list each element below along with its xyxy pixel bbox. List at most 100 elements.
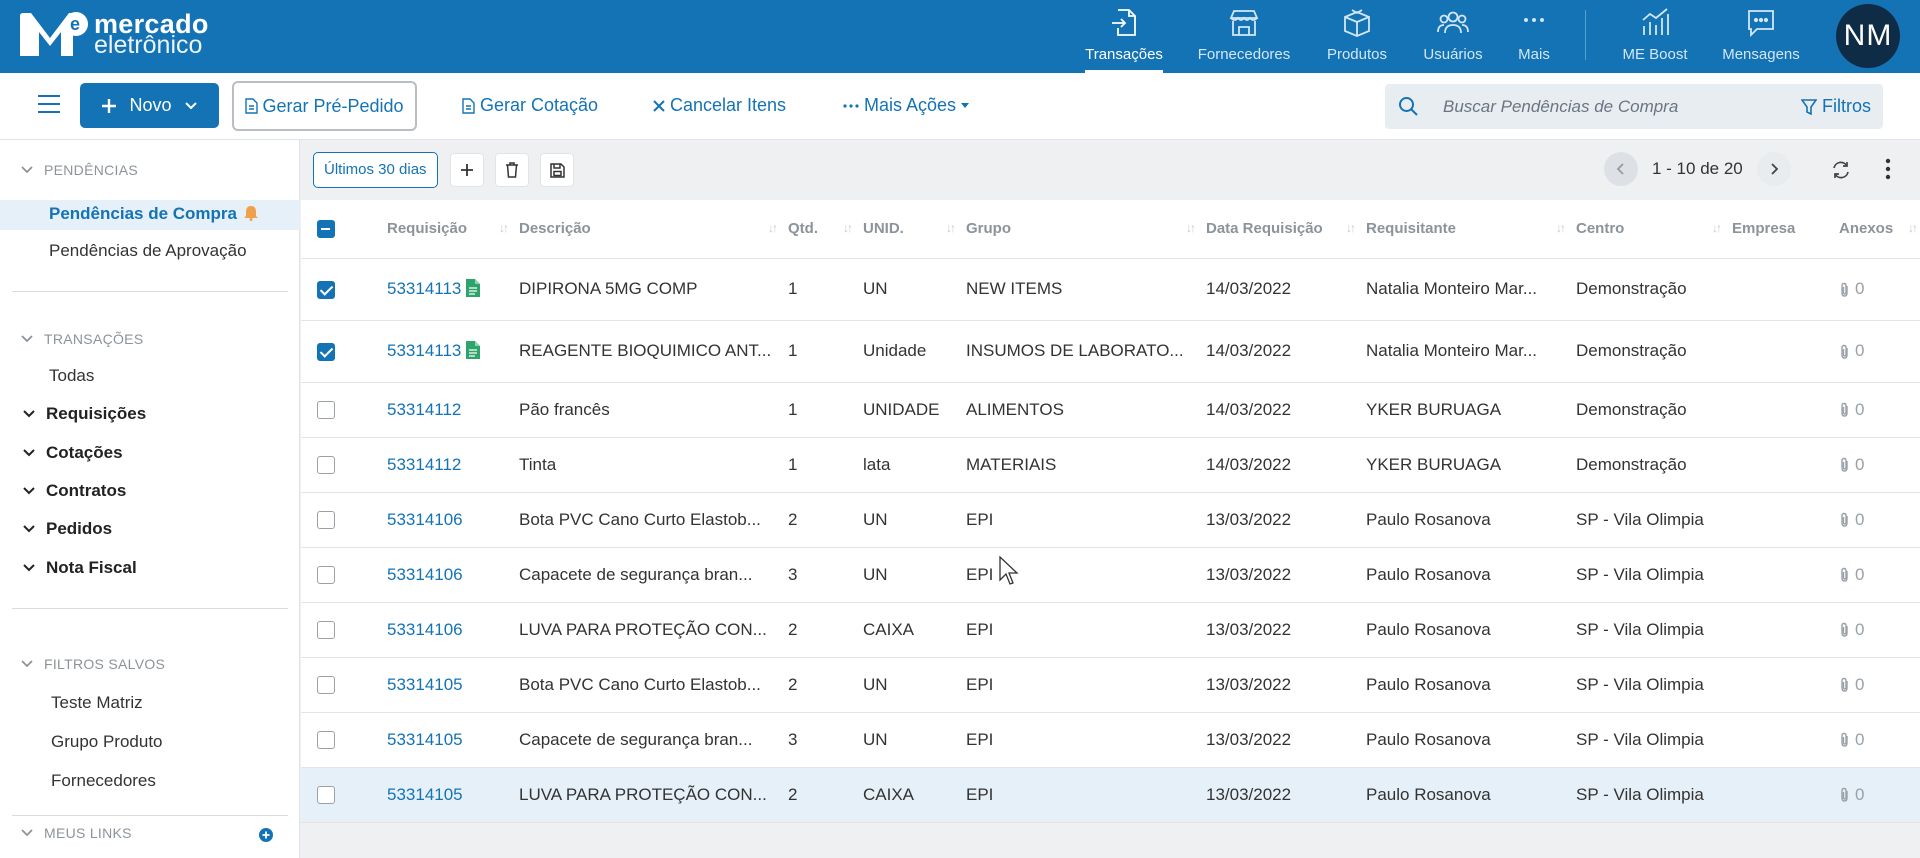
- document-green-icon[interactable]: [465, 340, 481, 360]
- nav-mensagens[interactable]: Mensagens: [1722, 0, 1800, 73]
- gerar-pre-pedido-button[interactable]: Gerar Pré-Pedido: [232, 81, 417, 131]
- anexos-cell[interactable]: 0: [1839, 492, 1920, 547]
- kebab-menu-icon[interactable]: [1885, 158, 1891, 180]
- sort-icon[interactable]: ↓↑: [499, 221, 509, 235]
- search-input[interactable]: [1443, 84, 1773, 129]
- table-row[interactable]: 53314106 Capacete de segurança bran... 3 UN…: [301, 547, 1920, 602]
- anexos-cell[interactable]: 0: [1839, 602, 1920, 657]
- anexos-cell[interactable]: 0: [1839, 767, 1920, 822]
- gerar-cotacao-button[interactable]: Gerar Cotação: [462, 95, 598, 116]
- row-checkbox[interactable]: [317, 401, 335, 420]
- requisicao-link[interactable]: 53314106: [387, 509, 463, 529]
- next-page-button[interactable]: [1756, 152, 1791, 186]
- add-row-button[interactable]: [450, 153, 484, 187]
- sort-icon[interactable]: ↓↑: [768, 221, 778, 235]
- anexos-cell[interactable]: 0: [1839, 258, 1920, 320]
- nav-mais[interactable]: Mais: [1515, 0, 1553, 73]
- table-row[interactable]: 53314112 Pão francês 1 UNIDADE ALIMENTOS 14/0…: [301, 382, 1920, 437]
- anexos-cell[interactable]: 0: [1839, 712, 1920, 767]
- requisicao-cell[interactable]: 53314105: [387, 767, 519, 822]
- requisicao-link[interactable]: 53314105: [387, 784, 463, 804]
- table-row[interactable]: 53314106 LUVA PARA PROTEÇÃO CON... 2 CAIXA E…: [301, 602, 1920, 657]
- nav-produtos[interactable]: Produtos: [1325, 0, 1389, 73]
- requisicao-cell[interactable]: 53314112: [387, 437, 519, 492]
- col-centro[interactable]: Centro ↓↑: [1576, 200, 1732, 258]
- requisicao-cell[interactable]: 53314106: [387, 547, 519, 602]
- refresh-icon[interactable]: [1831, 160, 1851, 180]
- sidebar-item-pendencias-compra[interactable]: Pendências de Compra: [0, 200, 300, 230]
- sidebar-group-nota-fiscal[interactable]: Nota Fiscal: [22, 558, 137, 578]
- sidebar-section-transacoes[interactable]: TRANSAÇÕES: [20, 331, 143, 347]
- sidebar-group-cotacoes[interactable]: Cotações: [22, 443, 123, 463]
- sort-icon[interactable]: ↓↑: [1556, 221, 1566, 235]
- table-row[interactable]: 53314113 DIPIRONA 5MG COMP 1 UN NEW ITEMS 14/…: [301, 258, 1920, 320]
- col-grupo[interactable]: Grupo ↓↑: [966, 200, 1206, 258]
- sort-icon[interactable]: ↓↑: [1712, 221, 1722, 235]
- row-checkbox[interactable]: [317, 621, 335, 640]
- col-anexos[interactable]: Anexos ↓↑: [1839, 200, 1920, 258]
- save-button[interactable]: [540, 153, 574, 187]
- sidebar-group-requisicoes[interactable]: Requisições: [22, 404, 146, 424]
- requisicao-link[interactable]: 53314112: [387, 454, 462, 474]
- requisicao-link[interactable]: 53314106: [387, 619, 463, 639]
- sidebar-group-contratos[interactable]: Contratos: [22, 481, 126, 501]
- nav-transacoes[interactable]: Transações: [1085, 0, 1163, 73]
- saved-filter-item[interactable]: Fornecedores: [51, 771, 156, 790]
- table-row[interactable]: 53314105 LUVA PARA PROTEÇÃO CON... 2 CAIXA E…: [301, 767, 1920, 822]
- requisicao-link[interactable]: 53314105: [387, 674, 463, 694]
- mais-acoes-button[interactable]: Mais Ações: [843, 95, 970, 116]
- brand-logo[interactable]: e mercado eletrônico: [18, 10, 209, 60]
- delete-button[interactable]: [495, 153, 529, 187]
- cancelar-itens-button[interactable]: Cancelar Itens: [653, 95, 786, 116]
- row-checkbox[interactable]: [317, 731, 335, 750]
- select-all-checkbox[interactable]: [317, 219, 335, 238]
- table-row[interactable]: 53314106 Bota PVC Cano Curto Elastob... 2 U…: [301, 492, 1920, 547]
- requisicao-cell[interactable]: 53314112: [387, 382, 519, 437]
- sidebar-group-pedidos[interactable]: Pedidos: [22, 519, 112, 539]
- sidebar-section-meus-links[interactable]: MEUS LINKS: [20, 825, 132, 841]
- requisicao-link[interactable]: 53314113: [387, 341, 462, 360]
- anexos-cell[interactable]: 0: [1839, 382, 1920, 437]
- filtros-button[interactable]: Filtros: [1801, 96, 1871, 117]
- requisicao-cell[interactable]: 53314106: [387, 602, 519, 657]
- col-requisicao[interactable]: Requisição ↓↑: [387, 200, 519, 258]
- menu-icon[interactable]: [38, 95, 60, 115]
- anexos-cell[interactable]: 0: [1839, 657, 1920, 712]
- col-data-requisicao[interactable]: Data Requisição ↓↑: [1206, 200, 1366, 258]
- sidebar-item-pendencias-aprovacao[interactable]: Pendências de Aprovação: [49, 241, 247, 260]
- table-row[interactable]: 53314105 Bota PVC Cano Curto Elastob... 2 U…: [301, 657, 1920, 712]
- requisicao-link[interactable]: 53314106: [387, 564, 463, 584]
- col-unid[interactable]: UNID. ↓↑: [863, 200, 966, 258]
- row-checkbox[interactable]: [317, 566, 335, 585]
- table-row[interactable]: 53314112 Tinta 1 lata MATERIAIS 14/03/2022 YKE…: [301, 437, 1920, 492]
- table-row[interactable]: 53314113 REAGENTE BIOQUIMICO ANT... 1 Unida…: [301, 320, 1920, 382]
- prev-page-button[interactable]: [1604, 152, 1638, 186]
- sort-icon[interactable]: ↓↑: [843, 221, 853, 235]
- anexos-cell[interactable]: 0: [1839, 320, 1920, 382]
- user-avatar[interactable]: NM: [1836, 4, 1900, 68]
- table-row[interactable]: 53314105 Capacete de segurança bran... 3 UN…: [301, 712, 1920, 767]
- sort-icon[interactable]: ↓↑: [1346, 221, 1356, 235]
- sort-icon[interactable]: ↓↑: [1186, 221, 1196, 235]
- novo-button[interactable]: Novo: [80, 83, 219, 128]
- col-empresa[interactable]: Empresa: [1732, 200, 1839, 258]
- saved-filter-item[interactable]: Grupo Produto: [51, 732, 163, 751]
- requisicao-cell[interactable]: 53314106: [387, 492, 519, 547]
- row-checkbox[interactable]: [317, 786, 335, 805]
- document-green-icon[interactable]: [465, 278, 481, 298]
- requisicao-cell[interactable]: 53314113: [387, 320, 519, 382]
- requisicao-cell[interactable]: 53314105: [387, 657, 519, 712]
- nav-fornecedores[interactable]: Fornecedores: [1196, 0, 1292, 73]
- sidebar-item-todas[interactable]: Todas: [49, 366, 95, 385]
- requisicao-link[interactable]: 53314112: [387, 399, 462, 419]
- col-requisitante[interactable]: Requisitante ↓↑: [1366, 200, 1576, 258]
- period-filter-chip[interactable]: Últimos 30 dias: [313, 152, 438, 188]
- sort-icon[interactable]: ↓↑: [946, 221, 956, 235]
- saved-filter-item[interactable]: Teste Matriz: [51, 693, 143, 712]
- nav-me-boost[interactable]: ME Boost: [1620, 0, 1690, 73]
- row-checkbox[interactable]: [317, 676, 335, 695]
- row-checkbox[interactable]: [317, 511, 335, 530]
- requisicao-link[interactable]: 53314113: [387, 279, 462, 298]
- anexos-cell[interactable]: 0: [1839, 547, 1920, 602]
- nav-usuarios[interactable]: Usuários: [1422, 0, 1484, 73]
